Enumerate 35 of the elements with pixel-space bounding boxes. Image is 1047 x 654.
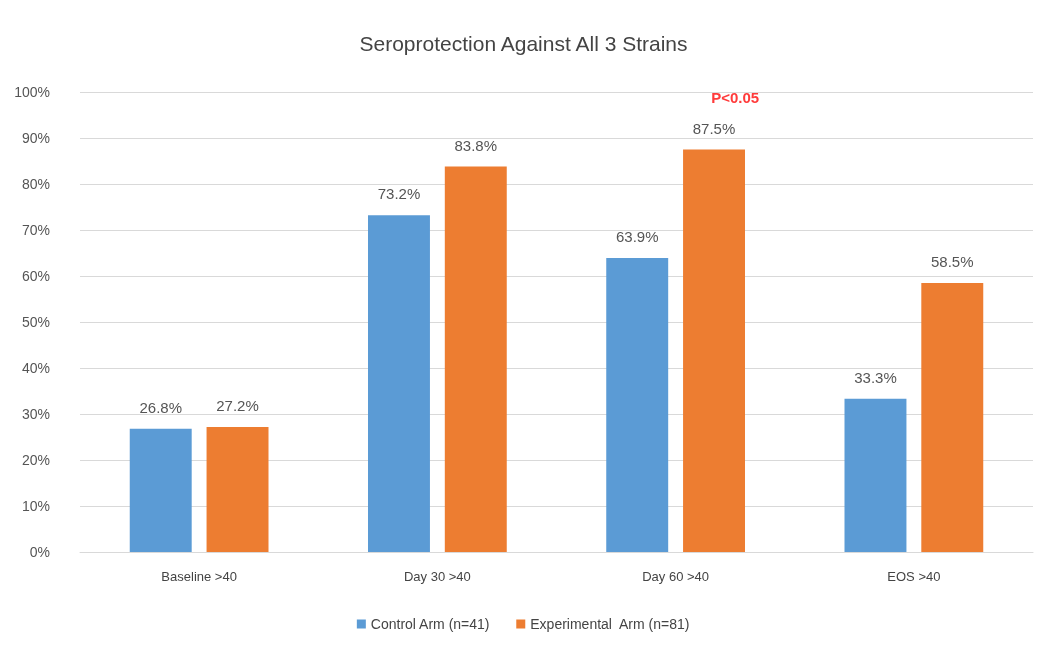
- legend-label: Experimental Arm (n=81): [530, 616, 690, 632]
- bar: [368, 215, 430, 552]
- chart-title: Seroprotection Against All 3 Strains: [359, 32, 688, 55]
- y-tick-label: 80%: [21, 176, 50, 192]
- bar: [844, 398, 907, 552]
- data-label: 73.2%: [377, 185, 421, 203]
- bar: [683, 149, 745, 552]
- annotation: P<0.05: [711, 89, 760, 106]
- data-label: 27.2%: [216, 396, 259, 414]
- x-tick-label: EOS >40: [887, 569, 941, 584]
- data-label: 33.3%: [854, 368, 897, 386]
- y-tick-label: 0%: [29, 544, 50, 560]
- bar: [921, 282, 984, 552]
- x-tick-label: Day 30 >40: [403, 569, 471, 584]
- data-label: 63.9%: [615, 228, 659, 246]
- legend-label: Control Arm (n=41): [370, 616, 490, 632]
- bar: [606, 258, 669, 552]
- x-tick-label: Day 60 >40: [642, 569, 710, 584]
- bar: [206, 426, 269, 552]
- y-tick-label: 100%: [14, 84, 50, 100]
- bar: [129, 428, 192, 552]
- y-tick-label: 40%: [21, 360, 50, 376]
- data-label: 26.8%: [139, 398, 182, 416]
- x-tick-label: Baseline >40: [161, 569, 237, 584]
- y-tick-label: 70%: [21, 222, 50, 238]
- y-tick-label: 60%: [21, 268, 50, 284]
- y-tick-label: 30%: [21, 406, 50, 422]
- data-label: 87.5%: [692, 119, 736, 137]
- y-tick-label: 50%: [21, 314, 50, 330]
- y-tick-label: 90%: [21, 130, 50, 146]
- y-tick-label: 20%: [21, 452, 50, 468]
- data-label: 83.8%: [454, 136, 498, 154]
- y-tick-label: 10%: [21, 498, 50, 514]
- bar: [444, 166, 507, 552]
- data-label: 58.5%: [931, 252, 974, 270]
